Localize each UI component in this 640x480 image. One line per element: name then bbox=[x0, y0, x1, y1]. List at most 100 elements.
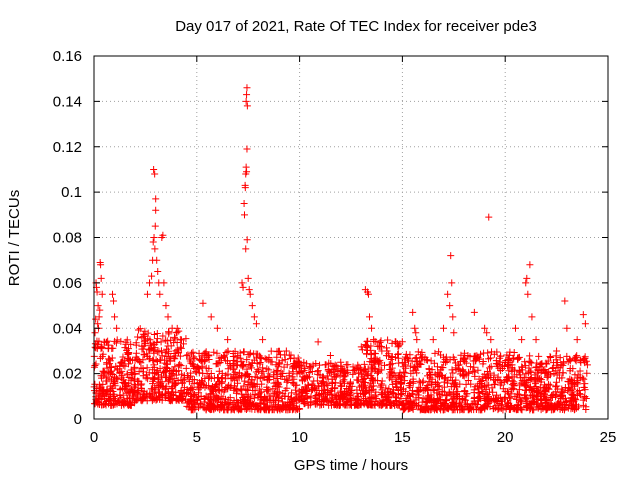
data-point bbox=[388, 339, 396, 347]
data-point bbox=[537, 395, 545, 403]
data-point bbox=[125, 350, 133, 358]
data-point bbox=[471, 357, 479, 365]
data-point bbox=[495, 399, 503, 407]
data-point bbox=[243, 91, 251, 99]
data-point bbox=[101, 338, 109, 346]
data-point bbox=[154, 268, 162, 276]
data-point bbox=[424, 397, 432, 405]
data-point bbox=[136, 358, 144, 366]
data-point bbox=[226, 361, 234, 369]
data-point bbox=[312, 392, 320, 400]
data-point bbox=[548, 365, 556, 373]
data-point bbox=[406, 383, 414, 391]
data-point bbox=[320, 397, 328, 405]
data-point bbox=[553, 347, 561, 355]
data-point bbox=[496, 358, 504, 366]
plot-frame bbox=[93, 55, 609, 420]
data-point bbox=[246, 373, 254, 381]
data-point bbox=[97, 345, 105, 353]
data-point bbox=[97, 261, 105, 269]
data-point bbox=[493, 348, 501, 356]
data-point bbox=[514, 405, 522, 413]
data-point bbox=[131, 369, 139, 377]
data-point bbox=[150, 331, 158, 339]
data-point bbox=[185, 403, 193, 411]
data-point bbox=[327, 369, 335, 377]
data-point bbox=[337, 358, 345, 366]
data-point bbox=[398, 389, 406, 397]
data-point bbox=[371, 393, 379, 401]
data-point bbox=[553, 391, 561, 399]
data-point bbox=[436, 405, 444, 413]
data-point bbox=[479, 357, 487, 365]
data-point bbox=[365, 388, 373, 396]
data-point bbox=[254, 365, 262, 373]
data-point bbox=[116, 362, 124, 370]
data-point bbox=[521, 382, 529, 390]
data-point bbox=[110, 297, 118, 305]
data-point bbox=[487, 374, 495, 382]
data-point bbox=[487, 362, 495, 370]
data-point bbox=[274, 401, 282, 409]
data-point bbox=[188, 385, 196, 393]
data-point bbox=[252, 350, 260, 358]
data-point bbox=[505, 367, 513, 375]
data-point bbox=[387, 368, 395, 376]
data-point bbox=[401, 405, 409, 413]
data-point bbox=[308, 384, 316, 392]
data-point bbox=[159, 383, 167, 391]
data-point bbox=[109, 370, 117, 378]
data-point bbox=[234, 379, 242, 387]
data-point bbox=[201, 398, 209, 406]
data-point bbox=[285, 369, 293, 377]
data-point bbox=[338, 382, 346, 390]
data-point bbox=[117, 374, 125, 382]
data-point bbox=[398, 338, 406, 346]
data-point bbox=[403, 400, 411, 408]
data-point bbox=[559, 394, 567, 402]
data-point bbox=[112, 339, 120, 347]
data-point bbox=[367, 355, 375, 363]
data-point bbox=[435, 382, 443, 390]
data-point bbox=[437, 351, 445, 359]
data-point bbox=[288, 364, 296, 372]
data-point bbox=[477, 380, 485, 388]
data-point bbox=[245, 286, 253, 294]
data-point bbox=[143, 371, 151, 379]
data-point bbox=[543, 384, 551, 392]
data-point bbox=[138, 380, 146, 388]
data-point bbox=[542, 387, 550, 395]
data-point bbox=[388, 353, 396, 361]
data-point bbox=[210, 348, 218, 356]
data-point bbox=[359, 375, 367, 383]
data-point bbox=[466, 353, 474, 361]
data-point bbox=[353, 400, 361, 408]
data-point bbox=[252, 320, 260, 328]
data-point bbox=[483, 329, 491, 337]
data-point bbox=[573, 374, 581, 382]
data-point bbox=[130, 365, 138, 373]
data-point bbox=[331, 384, 339, 392]
data-point bbox=[224, 370, 232, 378]
data-point bbox=[145, 346, 153, 354]
data-point bbox=[260, 404, 268, 412]
data-point bbox=[199, 299, 207, 307]
data-point bbox=[429, 336, 437, 344]
data-point bbox=[528, 387, 536, 395]
data-point bbox=[409, 308, 417, 316]
data-point bbox=[385, 385, 393, 393]
data-point bbox=[205, 405, 213, 413]
data-point bbox=[302, 387, 310, 395]
data-point bbox=[532, 364, 540, 372]
data-point bbox=[303, 374, 311, 382]
data-point bbox=[510, 385, 518, 393]
data-point bbox=[383, 394, 391, 402]
data-point bbox=[459, 366, 467, 374]
y-tick-label: 0.08 bbox=[53, 230, 82, 247]
data-point bbox=[168, 324, 176, 332]
data-point bbox=[104, 355, 112, 363]
data-point bbox=[105, 360, 113, 368]
data-point bbox=[304, 401, 312, 409]
data-point bbox=[367, 351, 375, 359]
data-point bbox=[253, 402, 261, 410]
